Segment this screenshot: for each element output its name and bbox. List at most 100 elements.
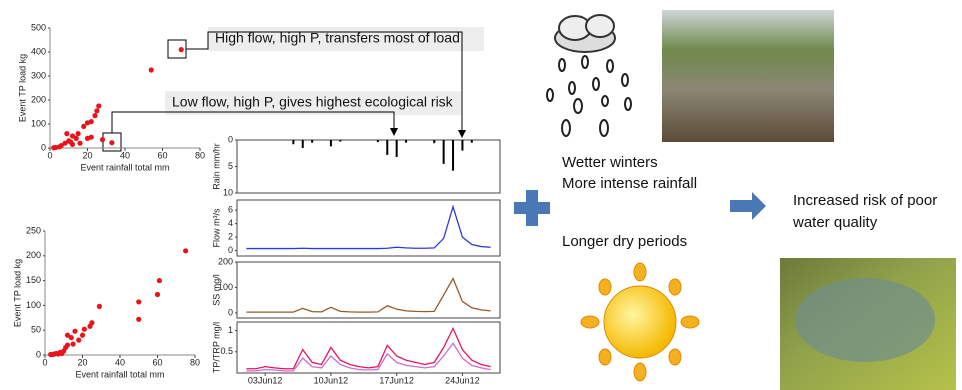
y-tick-label: 200: [26, 250, 41, 260]
point: [100, 137, 105, 142]
label: More intense rainfall: [562, 175, 697, 192]
x-tick-label: 80: [195, 150, 205, 160]
y-tick-label: 2: [228, 231, 233, 241]
bar: [330, 140, 332, 146]
point: [76, 338, 81, 343]
x-tick-label: 20: [82, 150, 92, 160]
y-tick-label: 250: [26, 225, 41, 235]
bar: [386, 140, 388, 155]
x-tick-label: 03Jun12: [248, 375, 283, 385]
point: [97, 304, 102, 309]
sun-icon: [581, 263, 699, 381]
point: [92, 113, 97, 118]
x-tick-label: 20: [77, 357, 87, 367]
point: [50, 352, 55, 357]
bar: [339, 140, 341, 142]
x-tick-label: 80: [190, 357, 200, 367]
label: water quality: [792, 214, 878, 231]
x-tick-label: 10Jun12: [314, 375, 349, 385]
line: [246, 343, 490, 371]
label: Longer dry periods: [562, 233, 687, 250]
connector: [112, 112, 394, 133]
y-tick-label: 100: [31, 118, 46, 128]
y-tick-label: 0: [41, 142, 46, 152]
x-tick-label: 0: [47, 150, 52, 160]
x-tick-label: 60: [157, 150, 167, 160]
x-axis-title: Event rainfall total mm: [80, 162, 169, 172]
y-tick-label: 400: [31, 46, 46, 56]
y-tick-label: 0: [228, 245, 233, 255]
y-axis-title: TP/TRP mg/l: [211, 322, 221, 373]
y-tick-label: 200: [31, 94, 46, 104]
y-axis-title: Rain mm/hr: [211, 143, 221, 190]
point: [157, 278, 162, 283]
plus-icon: [514, 190, 550, 226]
panel-frame: [237, 200, 500, 256]
y-tick-label: 50: [31, 325, 41, 335]
y-tick-label: 0.5: [220, 346, 233, 356]
point: [155, 292, 160, 297]
graphical-abstract: High flow, high P, transfers most of loa…: [0, 0, 962, 390]
label: Increased risk of poor: [793, 192, 937, 209]
point: [51, 145, 56, 150]
point: [94, 108, 99, 113]
point: [136, 317, 141, 322]
x-tick-label: 0: [42, 357, 47, 367]
label: Wetter winters: [562, 154, 658, 171]
y-tick-label: 300: [31, 70, 46, 80]
rain-drops: [547, 56, 631, 136]
point: [64, 131, 69, 136]
arrowhead: [458, 130, 466, 138]
arrow-icon: [730, 192, 766, 220]
y-tick-label: 100: [26, 300, 41, 310]
point: [179, 47, 184, 52]
y-axis-title: Event TP load kg: [17, 54, 27, 122]
y-tick-label: 6: [228, 204, 233, 214]
cloud-icon: [555, 15, 615, 52]
y-tick-label: 5: [228, 161, 233, 171]
y-tick-label: 0: [36, 349, 41, 359]
point: [80, 333, 85, 338]
flood-photo: [662, 10, 834, 142]
bar: [405, 140, 407, 143]
bar: [461, 140, 463, 151]
x-tick-label: 60: [152, 357, 162, 367]
point: [149, 67, 154, 72]
y-tick-label: 150: [26, 275, 41, 285]
point: [76, 131, 81, 136]
bar: [396, 140, 398, 157]
point: [89, 135, 94, 140]
bar: [471, 140, 473, 143]
point: [85, 120, 90, 125]
panel-frame: [237, 262, 500, 318]
y-tick-label: 4: [228, 218, 233, 228]
point: [77, 141, 82, 146]
x-tick-label: 40: [115, 357, 125, 367]
point: [70, 133, 75, 138]
bar: [452, 140, 454, 171]
y-tick-label: 200: [218, 256, 233, 266]
y-tick-label: 500: [31, 22, 46, 32]
line: [246, 279, 490, 313]
y-tick-label: 1: [228, 325, 233, 335]
point: [68, 139, 73, 144]
y-axis-title: Event TP load kg: [12, 259, 22, 327]
bar: [443, 140, 445, 164]
y-axis-title: Flow m³/s: [211, 208, 221, 247]
point: [71, 341, 76, 346]
point: [72, 329, 77, 334]
x-tick-label: 40: [120, 150, 130, 160]
panel-frame: [237, 140, 500, 193]
line: [246, 207, 490, 249]
point: [82, 327, 87, 332]
x-tick-label: 17Jun12: [379, 375, 414, 385]
pond: [795, 278, 935, 362]
y-axis-title: SS mg/l: [211, 274, 221, 306]
annotation: Low flow, high P, gives highest ecologic…: [172, 94, 454, 110]
bar: [433, 140, 435, 143]
point: [81, 124, 86, 129]
line: [246, 328, 490, 368]
y-tick-label: 10: [223, 187, 233, 197]
x-tick-label: 24Jun12: [445, 375, 480, 385]
bar: [292, 140, 294, 144]
